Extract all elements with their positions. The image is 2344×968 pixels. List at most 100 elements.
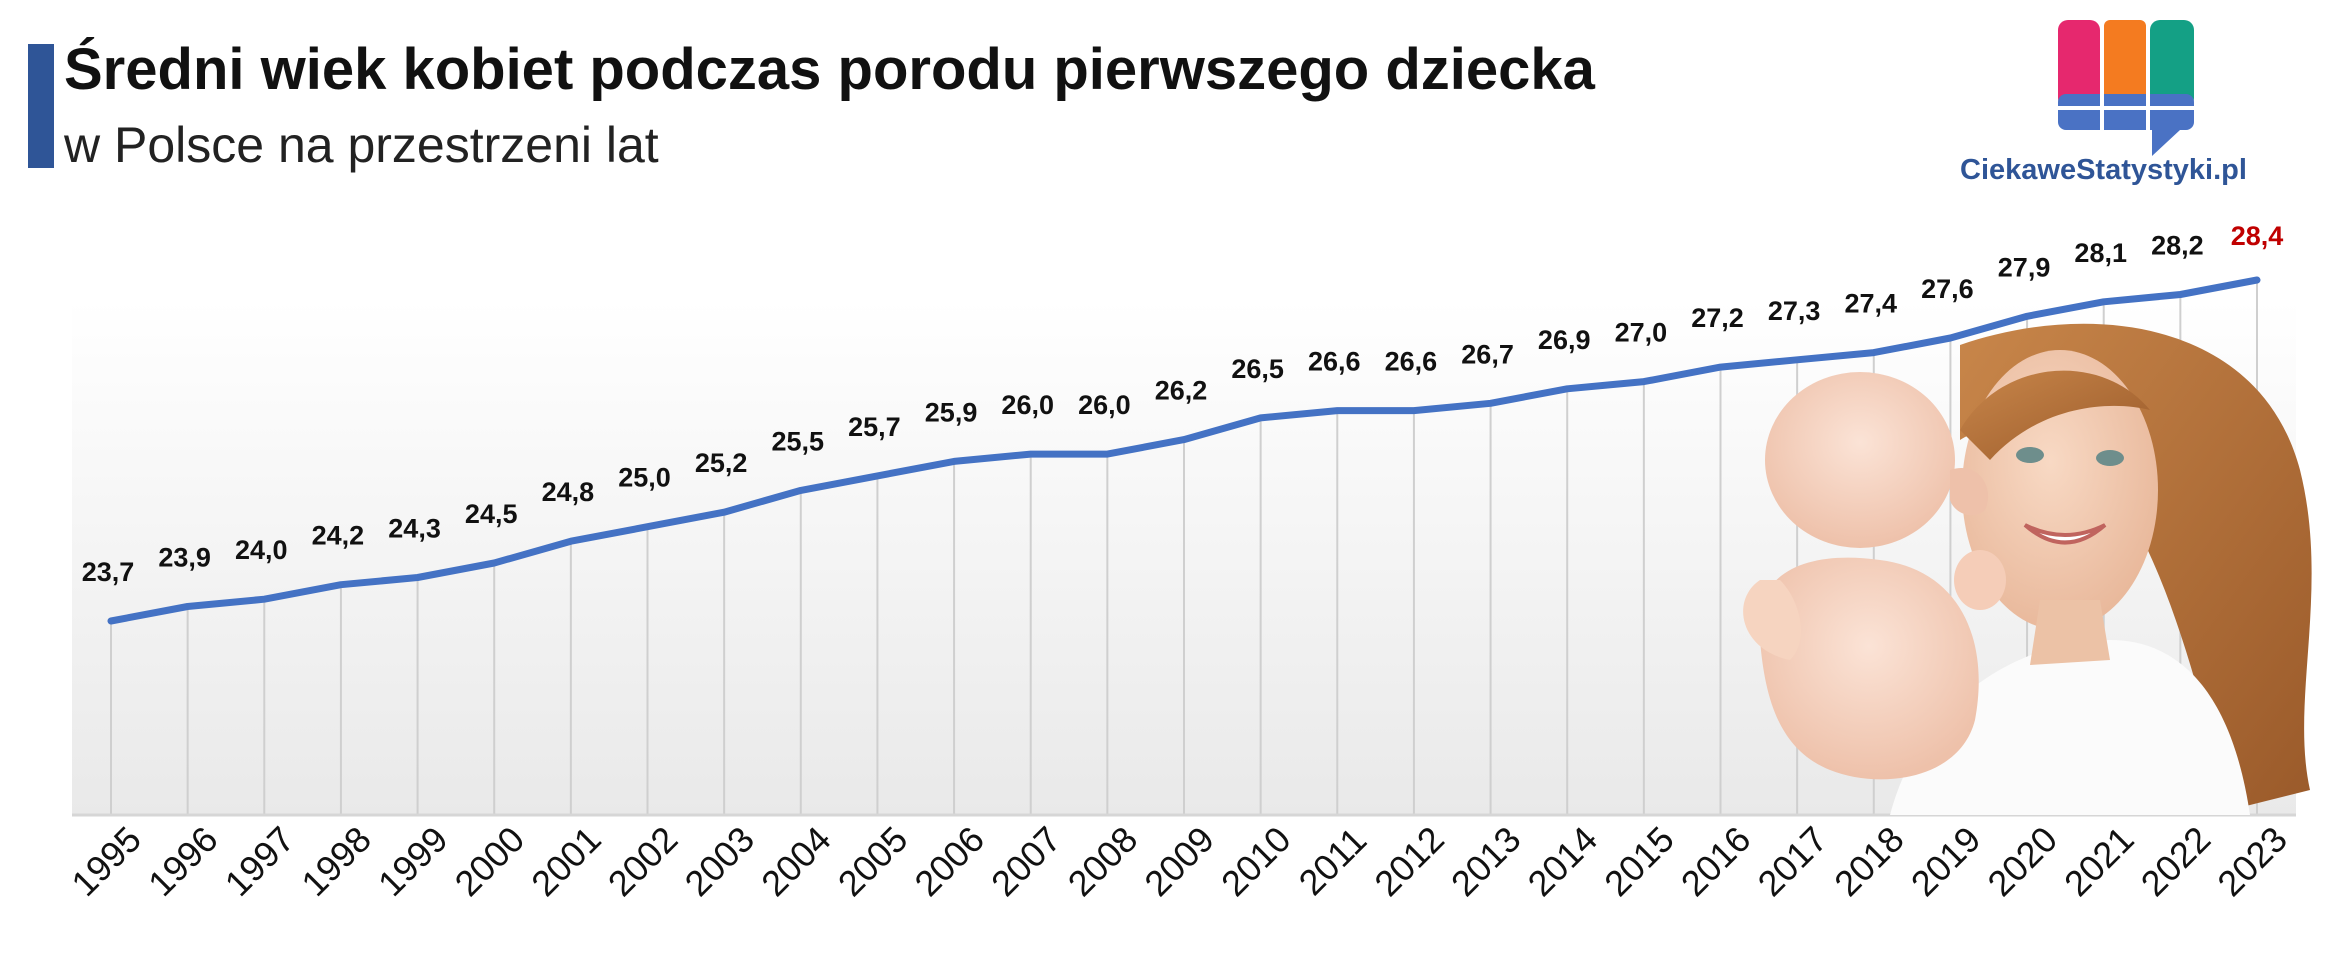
data-label: 24,3: [388, 513, 441, 543]
data-label: 23,9: [158, 542, 211, 572]
data-label: 26,5: [1231, 354, 1284, 384]
data-point: [1334, 407, 1341, 414]
baby-hand: [1954, 550, 2006, 610]
data-label: 27,3: [1768, 296, 1821, 326]
data-label: 25,9: [925, 397, 978, 427]
data-label: 27,0: [1615, 318, 1668, 348]
logo-pink-block: [2058, 20, 2100, 108]
x-tick-label: 2005: [830, 818, 916, 904]
data-label: 24,5: [465, 499, 518, 529]
brand-logo-text: CiekaweStatystyki.pl: [1960, 154, 2247, 186]
mother-neck: [2030, 600, 2110, 665]
data-point: [1640, 378, 1647, 385]
x-tick-label: 2016: [1673, 818, 1759, 904]
x-tick-label: 2017: [1749, 818, 1835, 904]
logo-orange-block: [2104, 20, 2146, 108]
x-tick-label: 1996: [140, 818, 226, 904]
data-point: [1181, 436, 1187, 443]
x-tick-label: 2018: [1826, 818, 1912, 904]
mother-shoulder: [1890, 640, 2250, 815]
data-label: 25,7: [848, 412, 901, 442]
logo-teal-block: [2150, 20, 2194, 108]
data-point: [1410, 407, 1417, 414]
data-label: 26,6: [1385, 347, 1438, 377]
data-label: 26,6: [1308, 347, 1361, 377]
data-point: [874, 472, 881, 479]
x-tick-label: 2023: [2209, 818, 2295, 904]
x-tick-label: 1998: [293, 818, 379, 904]
baby-head: [1765, 372, 1955, 548]
data-point: [184, 603, 191, 610]
x-tick-label: 2009: [1136, 818, 1222, 904]
x-tick-label: 1995: [63, 818, 149, 904]
x-tick-label: 2003: [676, 818, 762, 904]
x-tick-label: 2002: [600, 818, 686, 904]
data-label: 24,8: [542, 477, 595, 507]
data-label: 27,4: [1845, 289, 1898, 319]
data-point: [1717, 364, 1724, 371]
data-point: [1104, 451, 1111, 458]
x-tick-label: 2006: [906, 818, 992, 904]
data-point: [1487, 400, 1494, 407]
x-tick-label: 1999: [370, 818, 456, 904]
data-point: [951, 458, 958, 465]
data-label: 24,2: [312, 521, 365, 551]
data-point: [414, 574, 421, 581]
data-point: [644, 523, 651, 530]
data-point: [261, 596, 268, 603]
data-point: [337, 581, 344, 588]
data-point: [1027, 451, 1034, 458]
data-label: 27,6: [1921, 274, 1974, 304]
x-tick-label: 2021: [2056, 818, 2142, 904]
data-label: 26,9: [1538, 325, 1591, 355]
x-tick-label: 1997: [217, 818, 303, 904]
data-point: [2177, 291, 2184, 298]
data-label: 26,0: [1078, 390, 1131, 420]
chart-title: Średni wiek kobiet podczas porodu pierws…: [64, 37, 1595, 102]
data-label: 25,2: [695, 448, 748, 478]
x-tick-label: 2011: [1291, 819, 1375, 903]
data-point: [108, 618, 114, 624]
mother-smile: [2023, 523, 2107, 545]
data-label: 24,0: [235, 535, 288, 565]
data-label: 26,0: [1001, 390, 1054, 420]
mother-baby-photo: [1743, 323, 2312, 815]
data-label: 26,2: [1155, 376, 1208, 406]
data-point: [2024, 313, 2031, 320]
data-label: 25,5: [772, 426, 825, 456]
data-point: [2100, 298, 2107, 305]
x-tick-label: 2013: [1443, 818, 1529, 904]
x-tick-label: 2022: [2133, 818, 2219, 904]
x-tick-label: 2004: [753, 818, 839, 904]
data-point: [1870, 349, 1877, 356]
baby-body: [1758, 557, 1979, 780]
data-label: 28,2: [2151, 231, 2204, 261]
data-point: [491, 559, 498, 566]
x-tick-label: 2001: [523, 818, 609, 904]
logo-blue-base: [2058, 94, 2194, 130]
data-point: [1794, 356, 1801, 363]
data-label: 27,2: [1691, 303, 1744, 333]
x-tick-label: 2012: [1366, 818, 1452, 904]
chart-subtitle: w Polsce na przestrzeni lat: [64, 117, 659, 173]
x-tick-label: 2019: [1903, 818, 1989, 904]
x-tick-label: 2000: [447, 818, 533, 904]
mother-hair: [1960, 323, 2312, 810]
x-tick-label: 2007: [983, 818, 1069, 904]
data-label: 27,9: [1998, 252, 2051, 282]
data-label: 25,0: [618, 463, 671, 493]
data-point: [567, 538, 574, 545]
brand-logo-icon: [2058, 20, 2194, 156]
data-point: [1257, 414, 1264, 421]
x-tick-label: 2010: [1213, 818, 1299, 904]
x-tick-label: 2014: [1520, 818, 1606, 904]
data-label: 26,7: [1461, 339, 1514, 369]
data-point: [2254, 277, 2260, 283]
logo-pointer: [2152, 130, 2180, 156]
data-point: [797, 487, 804, 494]
data-label: 28,4: [2231, 221, 2284, 251]
data-label: 28,1: [2074, 238, 2127, 268]
data-point: [721, 509, 728, 516]
title-accent-bar: [28, 44, 54, 168]
